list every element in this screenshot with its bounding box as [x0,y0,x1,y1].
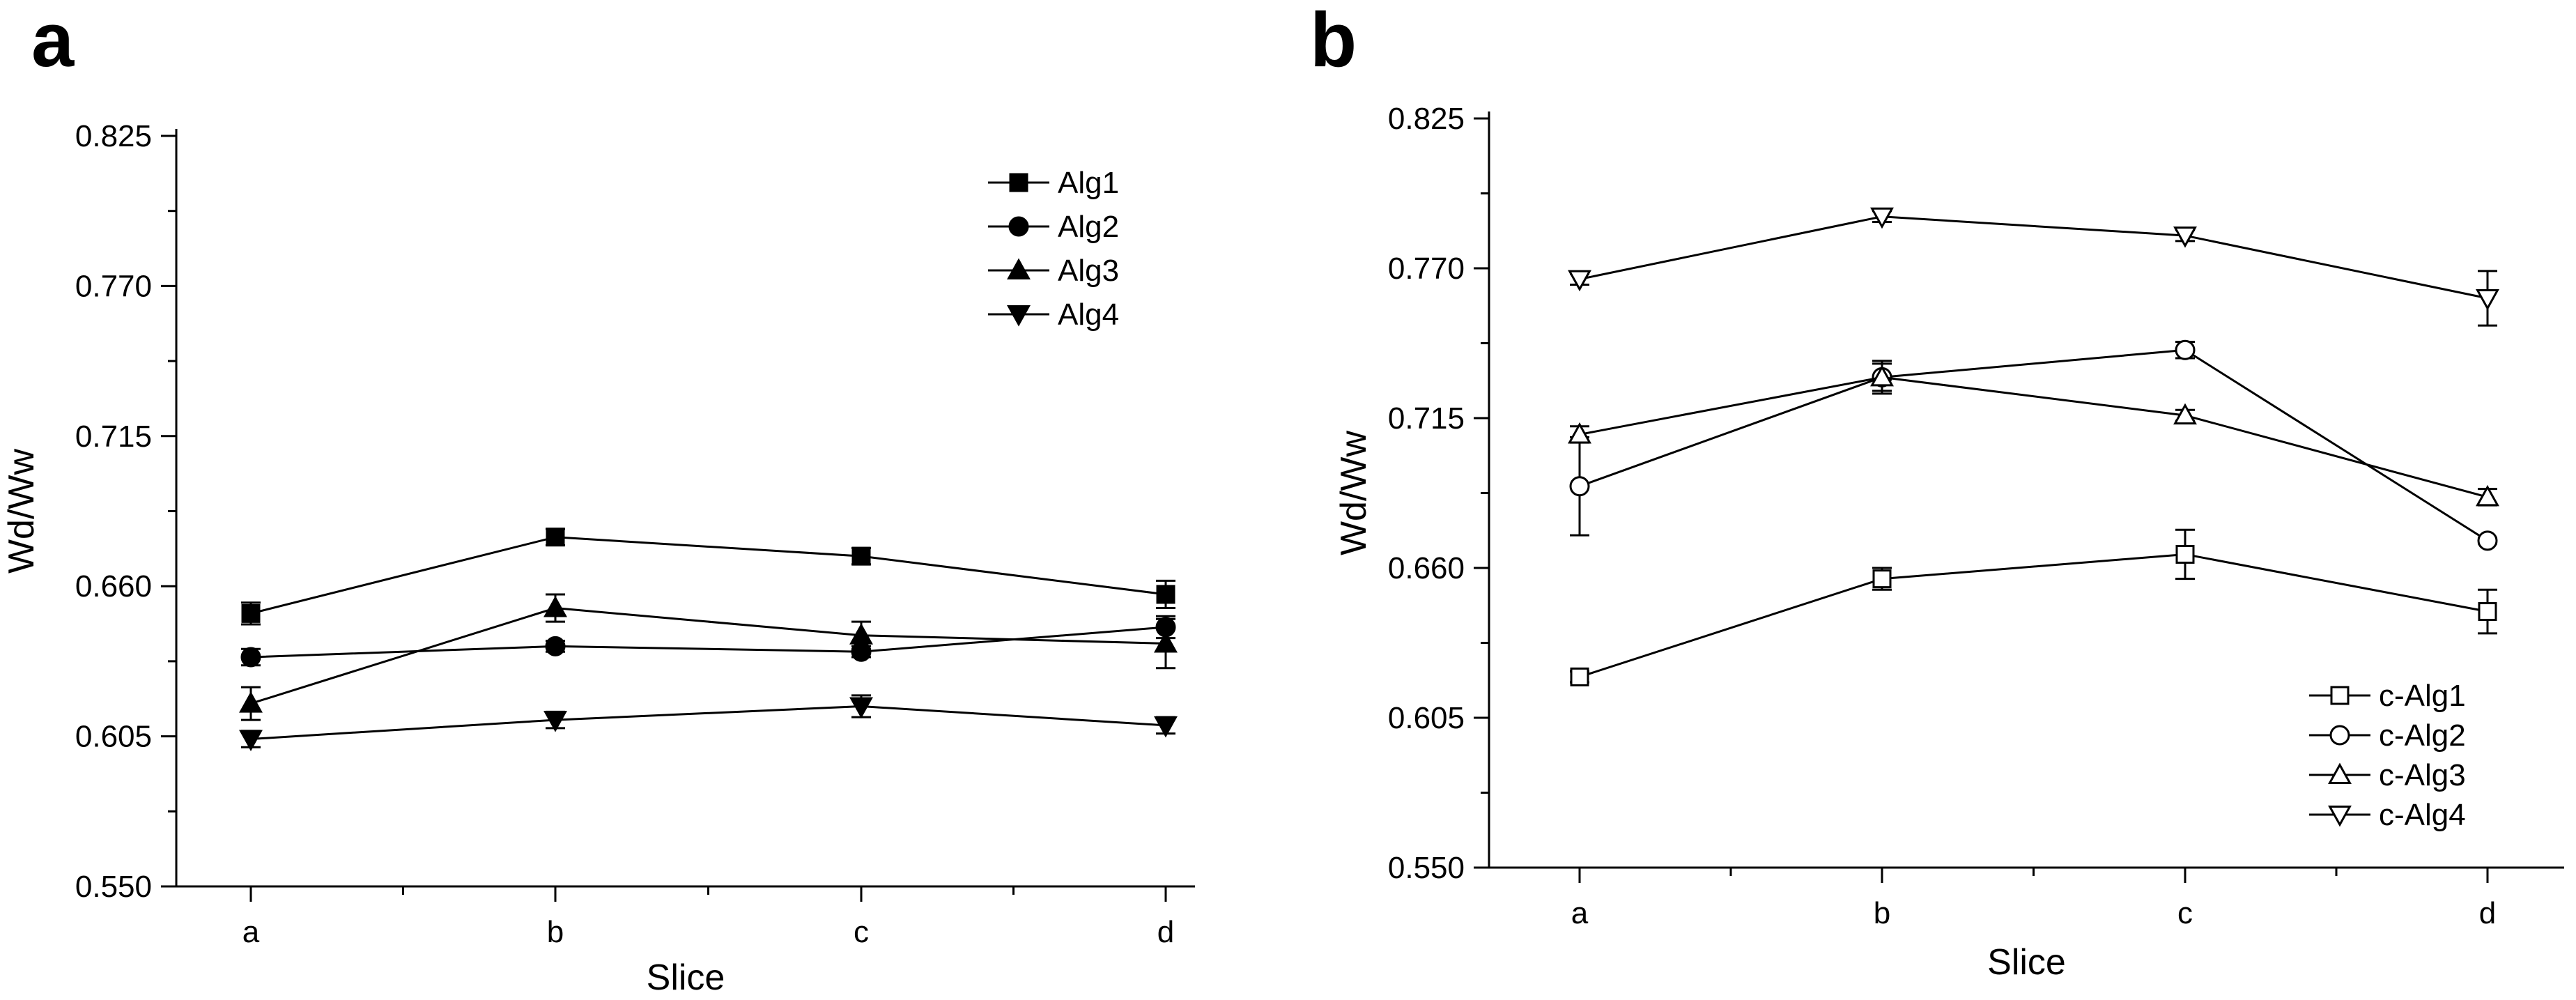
y-tick-label: 0.605 [75,720,152,754]
legend-marker [1007,305,1031,327]
data-point [2476,289,2499,311]
series-Alg3 [239,593,1178,721]
x-tick-label: d [1157,915,1174,949]
data-point [1570,667,1589,686]
legend-label: Alg4 [1058,298,1119,332]
data-point [849,623,873,645]
data-point [2477,530,2498,551]
legend-label: Alg3 [1058,254,1119,288]
legend-label: c-Alg3 [2379,758,2466,792]
series-line [250,536,1166,615]
series-Alg2 [240,615,1176,668]
y-tick-label: 0.825 [75,119,152,153]
y-tick-label: 0.715 [75,420,152,454]
data-point [2478,602,2497,622]
y-tick-label: 0.770 [75,269,152,303]
series-Alg4 [239,694,1178,752]
y-axis-title: Wd/Ww [1,449,42,574]
series-c-Alg3 [1568,360,2499,507]
data-point [851,546,871,566]
legend-label: c-Alg2 [2379,718,2466,753]
y-tick-label: 0.660 [75,569,152,603]
data-point [543,711,567,732]
series-line [1579,376,2488,498]
data-point [2173,403,2197,425]
data-point [239,730,263,752]
legend-label: c-Alg1 [2379,679,2466,713]
series-c-Alg4 [1568,207,2499,327]
y-tick-label: 0.550 [1388,851,1465,885]
x-axis-title: Slice [1987,942,2066,983]
data-point [543,596,567,617]
y-tick-label: 0.825 [1388,102,1465,136]
x-axis-title: Slice [647,957,725,998]
y-tick-label: 0.715 [1388,401,1465,436]
data-point [546,528,565,547]
y-tick-label: 0.770 [1388,252,1465,286]
data-point [1870,364,1894,387]
series-line [250,607,1166,705]
x-tick-label: a [1571,896,1589,930]
legend-marker [1007,258,1031,280]
data-point [849,697,873,719]
legend-marker [1009,173,1028,192]
series-line [1579,348,2488,542]
x-tick-label: b [1874,896,1890,930]
data-point [2175,544,2195,564]
series-Alg1 [241,528,1175,626]
legend-marker [2330,686,2350,705]
legend-label: Alg1 [1058,166,1119,200]
x-tick-label: d [2479,896,2496,930]
x-tick-label: a [242,915,260,949]
data-point [1870,207,1894,229]
data-point [240,647,261,668]
series-c-Alg2 [1569,339,2498,551]
data-point [1568,422,1591,444]
legend-marker [2328,762,2352,785]
data-point [241,603,261,623]
data-point [1568,270,1591,292]
legend-marker [2329,725,2350,746]
legend-marker [1008,216,1029,237]
data-point [2175,339,2196,360]
panel-label: b [1310,0,1357,83]
y-tick-label: 0.660 [1388,551,1465,585]
chart-panel-b: b 0.550 0.605 0.660 0.715 0.770 0.825 a b c d Slice… [1310,0,2564,983]
series-c-Alg1 [1570,528,2497,686]
series-line [1579,553,2488,678]
legend-marker [2328,805,2352,827]
data-point [239,691,263,713]
x-tick-label: b [547,915,564,949]
data-point [1154,631,1178,653]
panel-label: a [31,0,75,83]
data-point [2476,484,2499,507]
series-line [1579,215,2488,300]
legend-label: Alg2 [1058,210,1119,244]
data-point [1154,716,1178,738]
chart-panel-a: a 0.550 0.605 0.660 0.715 0.770 0.825 a b c d Slice… [1,0,1195,998]
y-tick-label: 0.605 [1388,701,1465,735]
y-axis-title: Wd/Ww [1334,431,1374,556]
series-line [250,705,1166,741]
y-tick-label: 0.550 [75,870,152,904]
x-tick-label: c [2177,896,2193,930]
x-tick-label: c [854,915,869,949]
data-point [1156,585,1175,604]
legend: c-Alg1 c-Alg2 c-Alg3 c-Alg4 [2309,679,2466,832]
data-point [545,636,566,656]
data-point [1569,476,1590,497]
legend: Alg1 Alg2 Alg3 Alg4 [988,166,1119,332]
legend-label: c-Alg4 [2379,798,2466,832]
data-point [1872,569,1892,589]
series-line [250,626,1166,659]
data-point [2173,226,2197,248]
